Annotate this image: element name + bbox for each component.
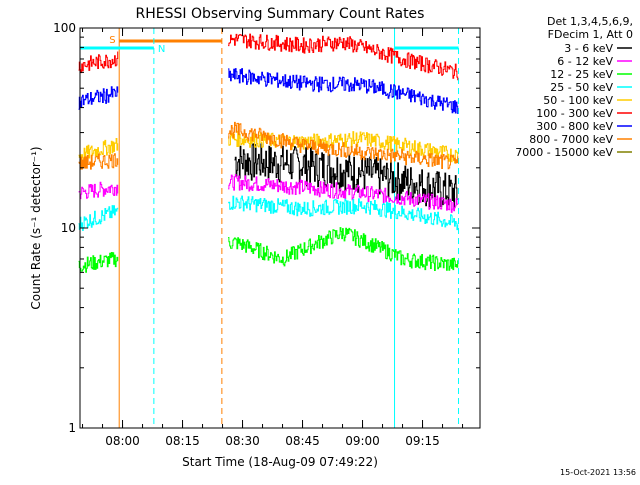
saa-label: S xyxy=(109,35,115,46)
legend-label: 7000 - 15000 keV xyxy=(515,146,613,159)
legend-label: 100 - 300 keV xyxy=(536,107,613,120)
x-axis-label: Start Time (18-Aug-09 07:49:22) xyxy=(182,455,378,469)
series-line-12-25-kev xyxy=(78,252,119,273)
x-tick-label: 08:00 xyxy=(105,434,140,448)
x-tick-label: 09:15 xyxy=(405,434,440,448)
axes: 08:00 08:15 08:30 08:45 09:00 09:15 1 10 100 xyxy=(53,21,481,448)
legend-header-line-2: FDecim 1, Att 0 xyxy=(548,28,633,41)
legend-label: 300 - 800 keV xyxy=(536,120,613,133)
legend-label: 800 - 7000 keV xyxy=(529,133,613,146)
x-tick-label: 09:00 xyxy=(345,434,380,448)
night-label: N xyxy=(158,44,165,55)
legend-label: 6 - 12 keV xyxy=(557,55,613,68)
interval-markers: SN xyxy=(79,28,460,428)
series-line-100-300-kev xyxy=(228,33,459,81)
y-tick-label: 100 xyxy=(53,21,76,35)
legend-label: 12 - 25 keV xyxy=(550,68,613,81)
legend-label: 3 - 6 keV xyxy=(564,42,613,55)
series-lines xyxy=(78,33,459,273)
series-line-25-50-kev xyxy=(78,205,119,231)
series-line-300-800-kev xyxy=(78,86,119,110)
series-line-25-50-kev xyxy=(228,195,459,231)
x-tick-label: 08:45 xyxy=(285,434,320,448)
series-line-6-12-kev xyxy=(228,174,459,213)
legend-label: 50 - 100 keV xyxy=(543,94,613,107)
series-line-800-7000-kev xyxy=(228,121,459,170)
timestamp: 15-Oct-2021 13:56 xyxy=(560,468,636,477)
y-axis-label: Count Rate (s⁻¹ detector⁻¹) xyxy=(29,146,43,309)
x-tick-label: 08:30 xyxy=(225,434,260,448)
y-tick-label: 10 xyxy=(61,221,76,235)
series-line-800-7000-kev xyxy=(78,153,119,170)
plot-frame xyxy=(79,27,481,429)
legend-header-line-1: Det 1,3,4,5,6,9, xyxy=(547,15,633,28)
series-line-12-25-kev xyxy=(228,227,459,271)
series-line-100-300-kev xyxy=(78,51,119,74)
legend-label: 25 - 50 keV xyxy=(550,81,613,94)
x-tick-label: 08:15 xyxy=(165,434,200,448)
y-tick-label: 1 xyxy=(68,421,76,435)
series-line-3-6-kev xyxy=(234,143,459,208)
series-line-300-800-kev xyxy=(228,68,459,114)
series-line-6-12-kev xyxy=(78,181,119,200)
chart-title: RHESSI Observing Summary Count Rates xyxy=(136,6,425,22)
